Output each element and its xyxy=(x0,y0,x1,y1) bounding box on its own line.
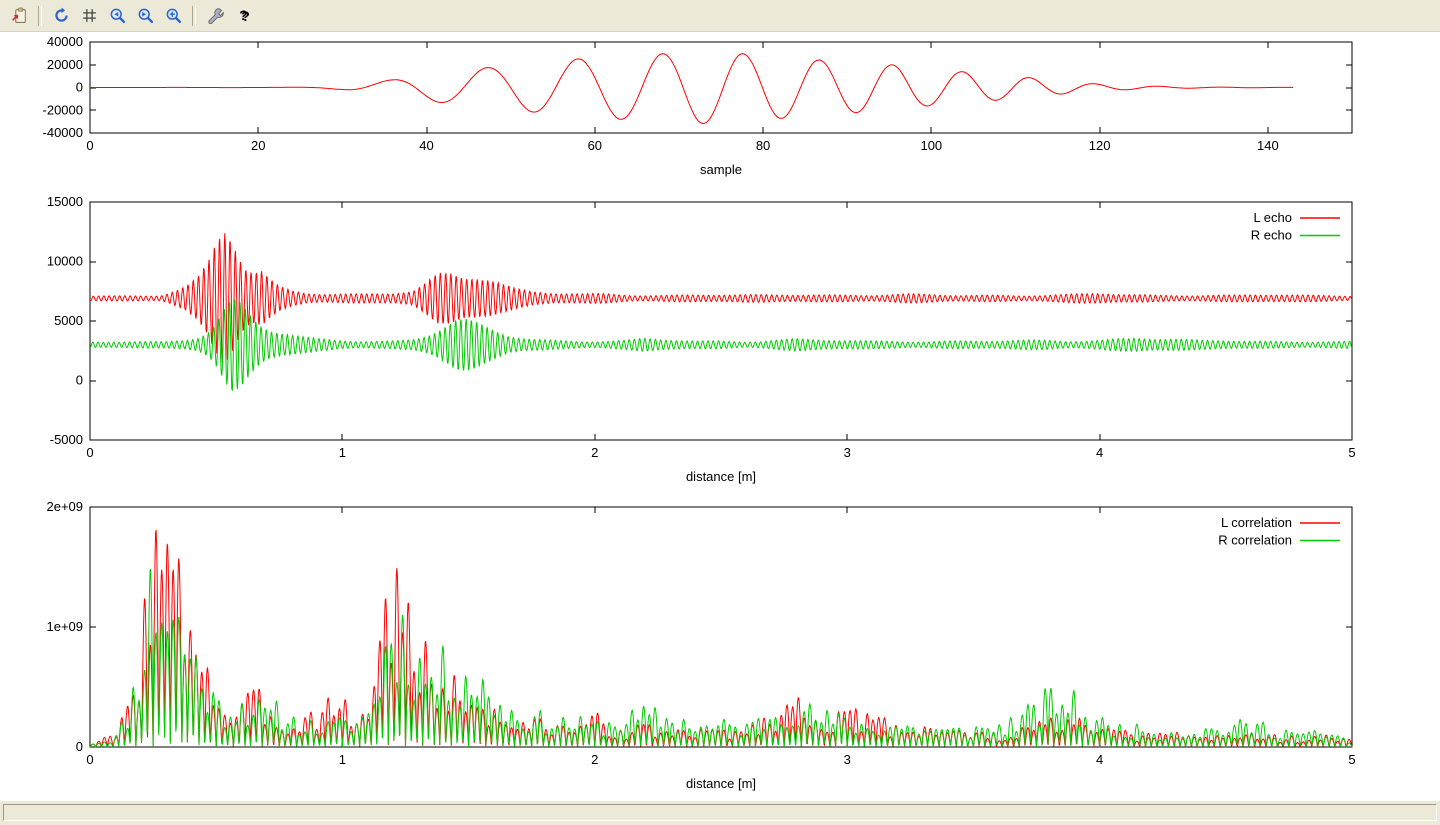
svg-text:0: 0 xyxy=(76,373,83,388)
svg-text:2: 2 xyxy=(591,445,598,460)
svg-text:1: 1 xyxy=(339,445,346,460)
svg-text:40: 40 xyxy=(419,138,433,153)
export-button[interactable] xyxy=(6,3,32,29)
svg-text:R correlation: R correlation xyxy=(1218,533,1292,548)
zoom-previous-button[interactable] xyxy=(104,3,130,29)
svg-text:5: 5 xyxy=(1348,445,1355,460)
svg-text:2e+09: 2e+09 xyxy=(46,499,83,514)
svg-text:-20000: -20000 xyxy=(43,102,83,117)
config-wrench-icon xyxy=(207,8,224,24)
svg-text:0: 0 xyxy=(86,752,93,767)
svg-text:distance [m]: distance [m] xyxy=(686,469,756,484)
svg-text:distance [m]: distance [m] xyxy=(686,776,756,791)
replot-icon xyxy=(54,7,68,22)
svg-text:?: ? xyxy=(241,8,249,24)
status-bar xyxy=(0,800,1440,825)
svg-text:40000: 40000 xyxy=(47,34,83,49)
svg-text:60: 60 xyxy=(588,138,602,153)
toolbar-separator xyxy=(38,5,42,26)
help-button[interactable]: ? ? xyxy=(230,3,256,29)
svg-text:L correlation: L correlation xyxy=(1221,515,1292,530)
svg-text:100: 100 xyxy=(920,138,942,153)
config-button[interactable] xyxy=(202,3,228,29)
grid-icon xyxy=(82,9,96,22)
help-icon: ? ? xyxy=(239,7,250,24)
svg-text:15000: 15000 xyxy=(47,194,83,209)
svg-text:10000: 10000 xyxy=(47,254,83,269)
chirp-signal-chart: 0 20 40 60 80 100 120 140 -40000 -20000 0 20000 4000… xyxy=(0,32,1440,192)
svg-text:?: ? xyxy=(239,7,247,23)
replot-button[interactable] xyxy=(48,3,74,29)
svg-text:3: 3 xyxy=(844,445,851,460)
svg-text:-5000: -5000 xyxy=(50,432,83,447)
svg-text:4: 4 xyxy=(1096,752,1103,767)
status-message xyxy=(3,804,1437,821)
svg-text:5: 5 xyxy=(1348,752,1355,767)
svg-text:1e+09: 1e+09 xyxy=(46,619,83,634)
svg-text:140: 140 xyxy=(1257,138,1279,153)
export-clipboard-icon xyxy=(11,7,26,23)
svg-text:1: 1 xyxy=(339,752,346,767)
svg-text:R echo: R echo xyxy=(1251,228,1292,243)
svg-text:4: 4 xyxy=(1096,445,1103,460)
svg-text:0: 0 xyxy=(86,445,93,460)
svg-text:-40000: -40000 xyxy=(43,125,83,140)
zoom-next-button[interactable] xyxy=(132,3,158,29)
autoscale-button[interactable] xyxy=(160,3,186,29)
zoom-previous-icon xyxy=(110,8,125,24)
svg-text:0: 0 xyxy=(86,138,93,153)
svg-text:0: 0 xyxy=(76,739,83,754)
svg-text:0: 0 xyxy=(76,80,83,95)
svg-text:120: 120 xyxy=(1089,138,1111,153)
toolbar-separator xyxy=(192,5,196,26)
autoscale-icon xyxy=(166,8,181,24)
svg-text:3: 3 xyxy=(844,752,851,767)
svg-text:5000: 5000 xyxy=(54,313,83,328)
plot-canvas[interactable]: 0 20 40 60 80 100 120 140 -40000 -20000 0 20000 4000… xyxy=(0,32,1440,800)
grid-button[interactable] xyxy=(76,3,102,29)
svg-text:sample: sample xyxy=(700,162,742,177)
svg-text:20000: 20000 xyxy=(47,57,83,72)
zoom-next-icon xyxy=(138,8,153,24)
svg-text:80: 80 xyxy=(756,138,770,153)
svg-text:2: 2 xyxy=(591,752,598,767)
correlation-chart: 0 1 2 3 4 5 0 1e+09 2e+09 distance [m] L correlati… xyxy=(0,497,1440,800)
svg-text:20: 20 xyxy=(251,138,265,153)
toolbar: ? ? xyxy=(0,0,1440,32)
svg-text:L echo: L echo xyxy=(1253,210,1292,225)
